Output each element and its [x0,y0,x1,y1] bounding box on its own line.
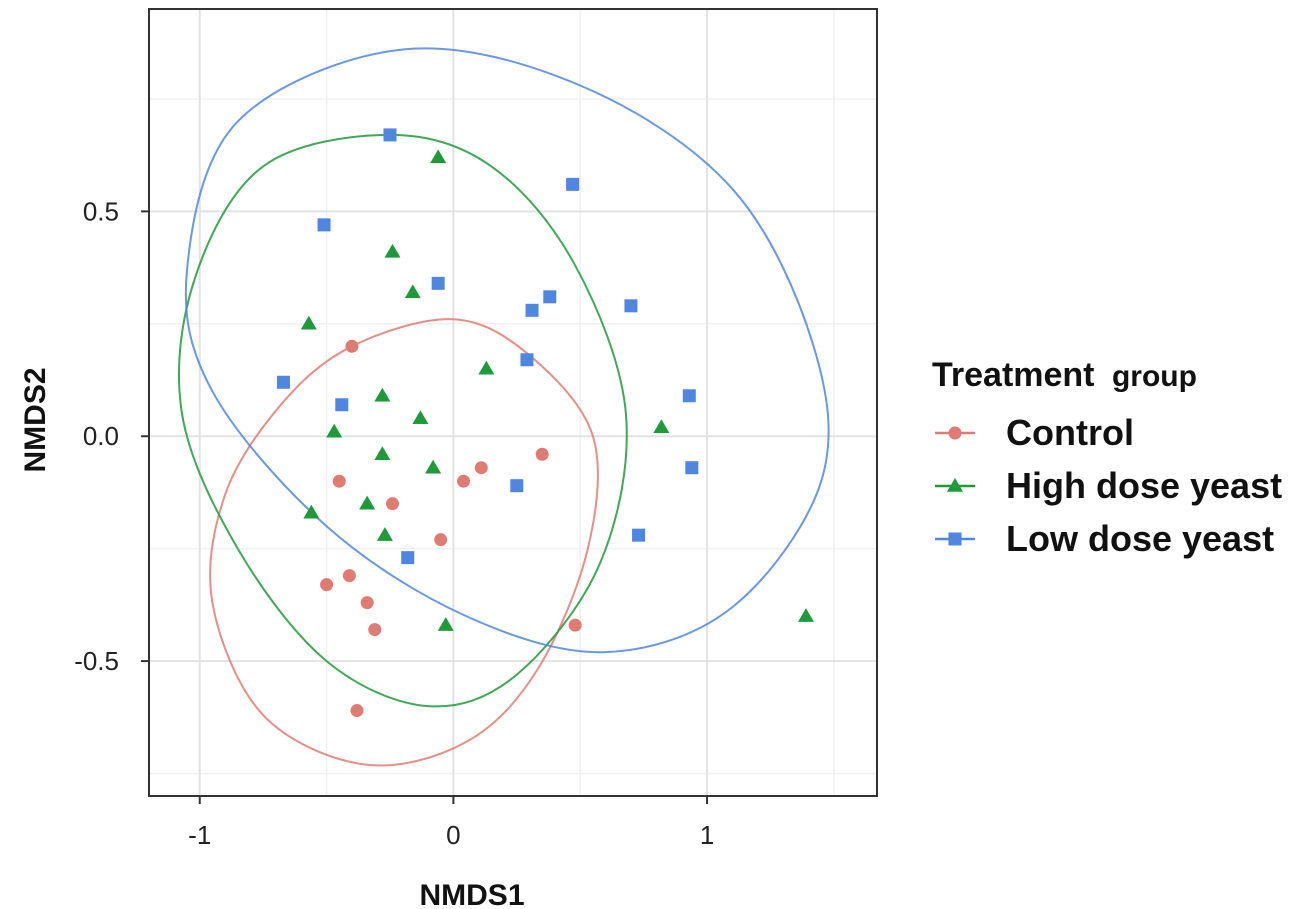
point-low-dose-yeast [525,303,539,317]
point-high-dose-yeast [404,284,421,299]
point-control [535,447,549,461]
point-high-dose-yeast [300,315,317,330]
confidence-ellipses [178,47,830,767]
point-high-dose-yeast [374,387,391,402]
point-high-dose-yeast [425,459,442,474]
y-axis-title: NMDS2 [19,367,52,472]
point-low-dose-yeast [431,276,445,290]
point-control [368,623,382,637]
legend-item-low-dose-yeast: Low dose yeast [935,518,1274,559]
legend-label-control: Control [1006,412,1134,453]
ellipse-high-dose-yeast [178,133,628,708]
point-high-dose-yeast [412,410,429,424]
data-points [276,128,814,718]
point-low-dose-yeast [317,218,331,232]
point-high-dose-yeast [359,495,376,510]
point-high-dose-yeast [326,423,343,438]
legend-title: Treatment group [932,356,1197,394]
legend-label-high-dose-yeast: High dose yeast [1006,465,1282,506]
point-control [350,704,364,718]
x-tick-label: -1 [188,820,211,850]
point-low-dose-yeast [624,299,638,313]
point-low-dose-yeast [543,290,557,304]
point-low-dose-yeast [685,461,699,475]
point-low-dose-yeast [632,528,646,542]
plot-background [149,9,877,796]
point-control [474,461,488,475]
point-low-dose-yeast [566,177,580,191]
point-control [332,474,346,488]
point-high-dose-yeast [797,608,814,622]
legend-marker-control [948,426,962,440]
point-high-dose-yeast [303,504,320,519]
point-high-dose-yeast [374,446,391,460]
point-control [434,533,448,547]
y-tick-label: 0.0 [83,421,119,451]
x-tick-label: 0 [446,820,460,850]
legend-items: Control High dose yeast Low dose yeast [935,412,1282,559]
legend-title-main: Treatment [932,356,1095,394]
point-control [320,578,334,592]
point-control [360,596,374,610]
point-control [457,474,471,488]
ellipse-control [209,318,599,767]
plot-panel-border [148,8,878,797]
ellipse-low-dose-yeast [184,47,830,654]
point-low-dose-yeast [335,398,349,412]
y-tick-label: 0.5 [83,196,119,226]
x-axis-title: NMDS1 [419,879,524,909]
point-control [342,569,356,583]
legend-marker-low-dose-yeast [948,532,962,546]
point-control [386,497,400,511]
point-high-dose-yeast [478,360,495,375]
point-low-dose-yeast [682,389,696,403]
point-low-dose-yeast [520,353,534,367]
point-high-dose-yeast [653,419,670,433]
point-low-dose-yeast [401,551,415,565]
legend-marker-high-dose-yeast [947,478,963,492]
axis-ticks: -1 0 1 -0.5 0.0 0.5 [74,196,714,850]
legend-item-high-dose-yeast: High dose yeast [935,465,1282,506]
point-control [568,618,582,632]
legend-item-control: Control [935,412,1134,453]
point-high-dose-yeast [376,527,393,541]
y-tick-label: -0.5 [74,646,119,676]
x-tick-label: 1 [700,820,714,850]
point-low-dose-yeast [510,479,524,493]
point-high-dose-yeast [437,617,454,631]
point-control [345,339,359,353]
legend-title-sub: group [1112,360,1197,393]
point-high-dose-yeast [430,149,447,164]
point-low-dose-yeast [383,128,397,142]
point-low-dose-yeast [276,375,290,389]
legend-label-low-dose-yeast: Low dose yeast [1006,518,1274,559]
point-high-dose-yeast [384,243,401,258]
grid-lines [149,9,877,796]
legend: Treatment group Control High dose yeast Lo… [932,356,1282,559]
